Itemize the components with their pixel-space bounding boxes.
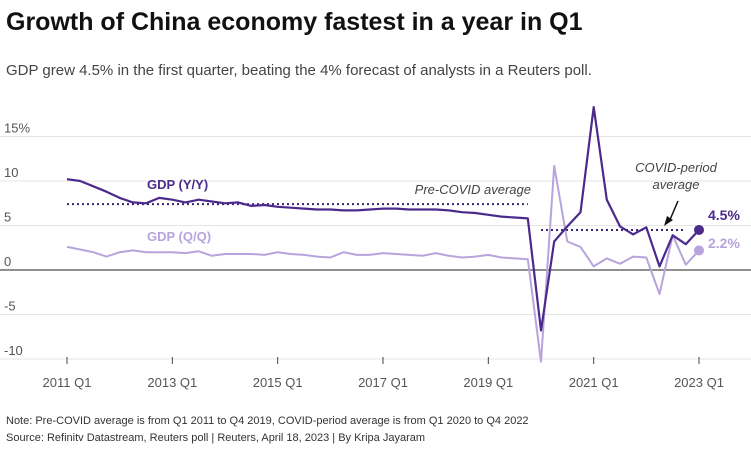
source-line: Source: Refinitv Datastream, Reuters pol… bbox=[6, 432, 426, 444]
series-line-qoq bbox=[66, 164, 700, 363]
x-ticks bbox=[66, 357, 700, 364]
y-gridlines bbox=[0, 136, 751, 360]
y-tick-label: 15% bbox=[4, 121, 30, 136]
line-chart: 15% 10 5 0 -5 -10 2011 Q1 2013 Q1 2015 Q1 2017 Q… bbox=[0, 106, 751, 390]
annotation-arrowhead bbox=[664, 216, 673, 226]
x-tick-labels: 2011 Q1 2013 Q1 2015 Q1 2017 Q1 2019 Q1 2021 … bbox=[43, 375, 724, 390]
legend-label-qoq: GDP (Q/Q) bbox=[147, 229, 211, 244]
covid-period-average-label: COVID-period bbox=[635, 160, 717, 175]
y-tick-label: 10 bbox=[4, 165, 18, 180]
annotation-labels: Pre-COVID average COVID-period average 4.5%… bbox=[415, 160, 741, 251]
end-label-yoy: 4.5% bbox=[708, 207, 740, 223]
chart-subtitle: GDP grew 4.5% in the first quarter, beat… bbox=[6, 62, 592, 79]
y-tick-label: 0 bbox=[4, 254, 11, 269]
end-point-yoy bbox=[694, 224, 704, 235]
series-lines bbox=[66, 106, 700, 363]
y-tick-label: -10 bbox=[4, 343, 23, 358]
legend-label-yoy: GDP (Y/Y) bbox=[147, 177, 208, 192]
end-point-qoq bbox=[694, 245, 704, 256]
series-line-yoy bbox=[66, 106, 700, 332]
end-label-qoq: 2.2% bbox=[708, 235, 740, 251]
legend-labels: GDP (Y/Y) GDP (Q/Q) bbox=[147, 177, 211, 244]
series-end-points bbox=[694, 224, 704, 256]
x-tick-label: 2015 Q1 bbox=[253, 375, 303, 390]
pre-covid-average-label: Pre-COVID average bbox=[415, 182, 531, 197]
y-tick-label: -5 bbox=[4, 299, 16, 314]
x-tick-label: 2017 Q1 bbox=[358, 375, 408, 390]
covid-period-average-label: average bbox=[653, 177, 700, 192]
x-tick-label: 2019 Q1 bbox=[463, 375, 513, 390]
x-tick-label: 2013 Q1 bbox=[147, 375, 197, 390]
x-tick-label: 2021 Q1 bbox=[569, 375, 619, 390]
y-tick-labels: 15% 10 5 0 -5 -10 bbox=[4, 121, 30, 359]
chart-title: Growth of China economy fastest in a yea… bbox=[6, 8, 583, 36]
x-tick-label: 2023 Q1 bbox=[674, 375, 724, 390]
footnote: Note: Pre-COVID average is from Q1 2011 … bbox=[6, 415, 529, 427]
x-tick-label: 2011 Q1 bbox=[43, 375, 92, 390]
y-tick-label: 5 bbox=[4, 210, 11, 225]
